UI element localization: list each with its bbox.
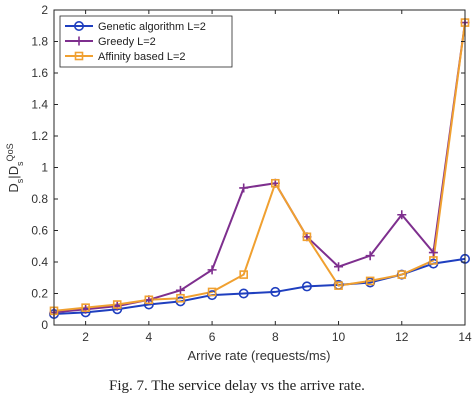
y-tick-label: 1.6: [31, 66, 48, 80]
legend-entry: Affinity based L=2: [98, 51, 186, 63]
y-tick-label: 1.4: [31, 98, 48, 112]
x-tick-label: 6: [209, 330, 216, 344]
y-tick-label: 1.8: [31, 35, 48, 49]
data-point: [270, 286, 281, 297]
series-layer: [48, 18, 470, 319]
legend-marker: [74, 36, 84, 46]
data-point: [429, 256, 438, 265]
data-point: [112, 300, 122, 309]
x-tick-label: 10: [332, 330, 346, 344]
data-point: [175, 285, 185, 295]
x-tick-label: 2: [82, 330, 89, 344]
data-point: [239, 183, 249, 193]
legend: Genetic algorithm L=2 Greedy L=2 Affinity …: [59, 15, 233, 68]
data-point: [207, 265, 217, 275]
y-tick-label: 0: [41, 318, 48, 332]
series-line-1: [53, 22, 466, 314]
legend-entry: Greedy L=2: [98, 36, 156, 48]
x-tick-label: 8: [272, 330, 279, 344]
data-point: [207, 287, 217, 297]
y-tick-label: 0.6: [31, 224, 48, 238]
legend-marker: [74, 20, 85, 31]
y-tick-label: 0.8: [31, 192, 48, 206]
y-tick-label: 0.4: [31, 255, 48, 269]
data-point: [397, 210, 407, 220]
x-tick-label: 4: [146, 330, 153, 344]
legend-marker: [74, 51, 84, 61]
axis-layer: 2 4 6 8 10 12 14 0 0.2 0.4 0.6 0.8 1 1.2 1.4 1.6 1.8 2: [31, 3, 472, 344]
y-tick-label: 2: [41, 3, 48, 17]
y-axis-label: Ds|DsQoS: [5, 143, 25, 192]
x-axis-label: Arrive rate (requests/ms): [187, 348, 330, 363]
data-point: [365, 276, 375, 286]
x-tick-label: 12: [395, 330, 409, 344]
line-chart: 2 4 6 8 10 12 14 0 0.2 0.4 0.6 0.8 1 1.2 1.4 1.6 1.8 2 Ge…: [5, 3, 472, 363]
y-tick-label: 0.2: [31, 287, 48, 301]
data-point: [301, 281, 312, 292]
data-point: [302, 232, 312, 242]
y-tick-label: 1: [41, 161, 48, 175]
legend-entry: Genetic algorithm L=2: [98, 21, 206, 33]
figure-caption: Fig. 7. The service delay vs the arrive …: [109, 378, 365, 394]
x-tick-label: 14: [458, 330, 472, 344]
data-point: [176, 293, 185, 303]
data-point: [397, 270, 407, 279]
data-point: [365, 251, 375, 261]
data-point: [81, 303, 90, 312]
data-point: [334, 262, 344, 272]
data-point: [238, 288, 249, 299]
data-point: [144, 295, 154, 305]
data-point: [271, 178, 280, 188]
data-point: [334, 281, 343, 290]
series-line-2: [53, 22, 466, 312]
data-point: [239, 270, 248, 279]
data-point: [428, 248, 438, 258]
y-tick-label: 1.2: [31, 129, 48, 143]
